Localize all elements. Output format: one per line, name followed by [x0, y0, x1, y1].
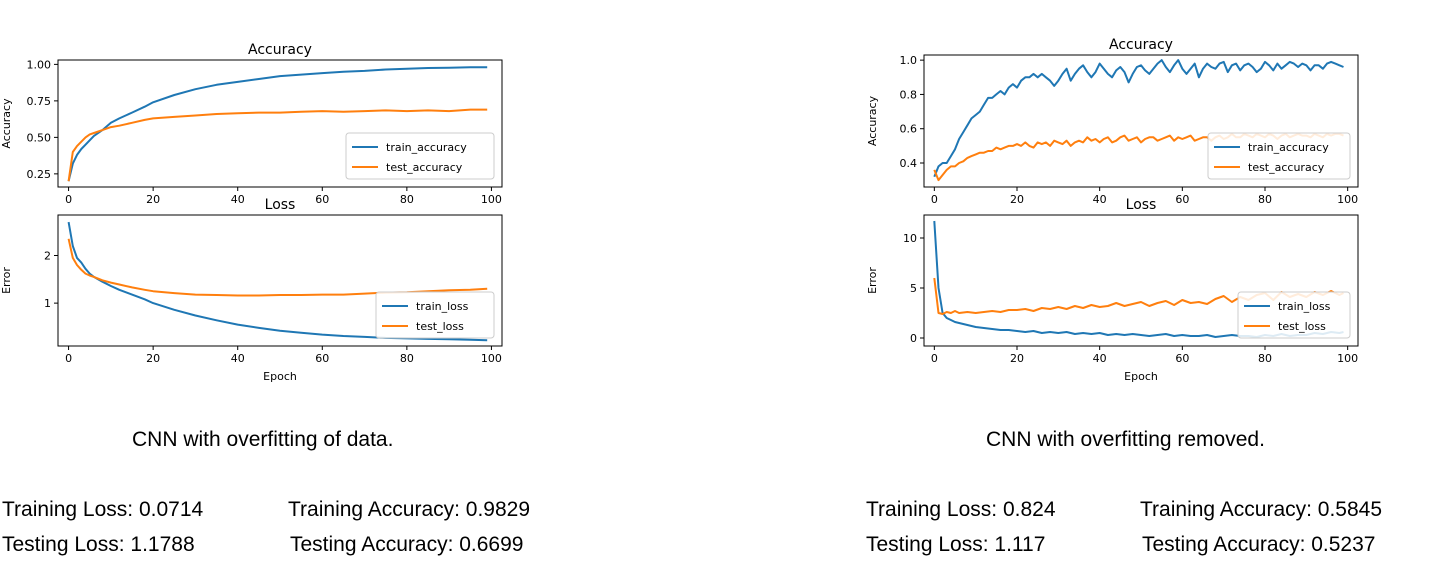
left-testing-accuracy: Testing Accuracy: 0.6699: [290, 533, 524, 556]
y-tick-label: 0.50: [27, 131, 52, 144]
legend: train_loss test_loss: [375, 291, 495, 339]
right-training-accuracy: Training Accuracy: 0.5845: [1140, 498, 1383, 521]
right-caption: CNN with overfitting removed.: [986, 428, 1265, 451]
y-tick-label: 2: [44, 249, 51, 262]
x-tick-label: 20: [1010, 193, 1024, 206]
legend-box: [1207, 132, 1351, 180]
left-testing-loss: Testing Loss: 1.1788: [2, 533, 195, 556]
x-tick-label: 40: [231, 193, 245, 206]
x-tick-label: 40: [231, 352, 245, 365]
x-axis-label: Epoch: [263, 370, 297, 383]
x-tick-label: 0: [65, 352, 72, 365]
right-testing-loss: Testing Loss: 1.117: [866, 533, 1046, 556]
series-line-test_loss: [67, 238, 488, 297]
x-tick-label: 60: [315, 193, 329, 206]
axes-frame: [57, 214, 503, 347]
left-training-accuracy: Training Accuracy: 0.9829: [288, 498, 531, 521]
x-axis-label: Epoch: [1124, 370, 1158, 383]
y-tick-label: 1: [44, 297, 51, 310]
y-tick-label: 1.0: [900, 54, 918, 67]
y-tick-label: 0.6: [900, 123, 918, 136]
chart-0: 0 20 40 60 80 100 0.25 0.50 0.75 1.00 Accuracy Accu…: [0, 42, 503, 206]
y-tick-label: 0.25: [27, 168, 52, 181]
legend-label-train_loss: train_loss: [1278, 300, 1331, 313]
right-training-loss: Training Loss: 0.824: [866, 498, 1056, 521]
chart-title: Loss: [265, 197, 296, 213]
series-line-test_accuracy: [67, 108, 488, 182]
y-tick-label: 5: [910, 282, 917, 295]
y-tick-label: 0: [910, 332, 917, 345]
left-training-loss: Training Loss: 0.0714: [2, 498, 204, 521]
y-axis-label: Accuracy: [0, 98, 13, 149]
chart-title: Accuracy: [248, 42, 312, 58]
legend-label-train_loss: train_loss: [416, 300, 469, 313]
y-tick-label: 0.4: [900, 157, 918, 170]
y-tick-label: 10: [903, 232, 917, 245]
series-line-train_accuracy: [933, 59, 1344, 178]
legend: train_loss test_loss: [1237, 291, 1351, 339]
x-tick-label: 40: [1093, 352, 1107, 365]
x-tick-label: 0: [65, 193, 72, 206]
series-line-train_accuracy: [67, 66, 488, 182]
axes-frame: [923, 214, 1359, 347]
x-tick-label: 60: [315, 352, 329, 365]
x-tick-label: 100: [481, 352, 502, 365]
legend-label-test_accuracy: test_accuracy: [1248, 161, 1325, 174]
chart-title: Loss: [1126, 197, 1157, 213]
left-caption: CNN with overfitting of data.: [132, 428, 394, 451]
legend-label-train_accuracy: train_accuracy: [1248, 141, 1329, 154]
x-tick-label: 60: [1175, 193, 1189, 206]
y-axis-label: Error: [866, 267, 879, 294]
legend-label-test_loss: test_loss: [416, 320, 464, 333]
x-tick-label: 80: [400, 193, 414, 206]
x-tick-label: 80: [1258, 193, 1272, 206]
x-tick-label: 0: [931, 352, 938, 365]
legend-label-train_accuracy: train_accuracy: [386, 141, 467, 154]
x-tick-label: 100: [481, 193, 502, 206]
x-tick-label: 60: [1175, 352, 1189, 365]
legend-box: [345, 132, 495, 180]
y-axis-label: Accuracy: [866, 95, 879, 146]
x-tick-label: 100: [1337, 352, 1358, 365]
y-tick-label: 0.75: [27, 95, 52, 108]
chart-1: 0 20 40 60 80 100 1 2 Loss Error Epoch train_losste…: [0, 197, 503, 383]
right-testing-accuracy: Testing Accuracy: 0.5237: [1142, 533, 1376, 556]
legend-label-test_accuracy: test_accuracy: [386, 161, 463, 174]
x-tick-label: 20: [1010, 352, 1024, 365]
x-tick-label: 20: [146, 193, 160, 206]
y-tick-label: 0.8: [900, 88, 918, 101]
legend-label-test_loss: test_loss: [1278, 320, 1326, 333]
x-tick-label: 20: [146, 352, 160, 365]
y-tick-label: 1.00: [27, 58, 52, 71]
y-axis-label: Error: [0, 267, 13, 294]
chart-3: 0 20 40 60 80 100 0 5 10 Loss Error Epoch train_loss…: [866, 197, 1359, 383]
legend: train_accuracy test_accuracy: [345, 132, 495, 180]
chart-title: Accuracy: [1109, 37, 1173, 53]
legend: train_accuracy test_accuracy: [1207, 132, 1351, 180]
axes-frame: [57, 59, 503, 188]
x-tick-label: 80: [1258, 352, 1272, 365]
x-tick-label: 100: [1337, 193, 1358, 206]
x-tick-label: 0: [931, 193, 938, 206]
x-tick-label: 40: [1093, 193, 1107, 206]
x-tick-label: 80: [400, 352, 414, 365]
chart-2: 0 20 40 60 80 100 0.4 0.6 0.8 1.0 Accuracy Accuracy…: [866, 37, 1359, 206]
axes-frame: [923, 54, 1359, 188]
